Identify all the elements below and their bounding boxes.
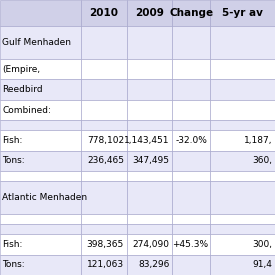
Text: Atlantic Menhaden: Atlantic Menhaden	[2, 193, 88, 202]
Bar	[210, 79, 275, 100]
Bar	[0, 120, 81, 130]
Bar	[81, 59, 126, 79]
Text: Combined:: Combined:	[2, 106, 51, 114]
Bar	[210, 255, 275, 275]
Bar	[210, 120, 275, 130]
Bar	[81, 234, 126, 255]
Bar	[0, 79, 81, 100]
Bar	[126, 171, 172, 181]
Text: Tons:: Tons:	[2, 260, 25, 269]
Bar	[126, 151, 172, 171]
Bar	[126, 0, 172, 26]
Bar	[0, 100, 81, 120]
Bar	[0, 26, 81, 59]
Text: Gulf Menhaden: Gulf Menhaden	[2, 38, 72, 47]
Bar	[0, 151, 81, 171]
Bar	[0, 181, 81, 214]
Bar	[210, 181, 275, 214]
Text: 778,102: 778,102	[87, 136, 124, 145]
Bar	[210, 214, 275, 224]
Bar	[210, 59, 275, 79]
Text: 1,187,: 1,187,	[244, 136, 273, 145]
Bar	[126, 120, 172, 130]
Text: Tons:: Tons:	[2, 156, 25, 166]
Bar	[81, 171, 126, 181]
Bar	[210, 130, 275, 151]
Bar	[172, 79, 210, 100]
Bar	[81, 181, 126, 214]
Bar	[81, 120, 126, 130]
Bar	[172, 181, 210, 214]
Bar	[81, 0, 126, 26]
Bar	[0, 59, 81, 79]
Bar	[126, 130, 172, 151]
Bar	[81, 214, 126, 224]
Bar	[210, 0, 275, 26]
Text: 121,063: 121,063	[87, 260, 124, 269]
Text: (Empire,: (Empire,	[2, 65, 41, 74]
Bar	[126, 100, 172, 120]
Bar	[0, 214, 81, 224]
Bar	[210, 100, 275, 120]
Text: 2010: 2010	[89, 8, 118, 18]
Bar	[172, 151, 210, 171]
Text: Fish:: Fish:	[2, 240, 23, 249]
Bar	[81, 130, 126, 151]
Text: -32.0%: -32.0%	[176, 136, 208, 145]
Text: 236,465: 236,465	[87, 156, 124, 166]
Bar	[81, 151, 126, 171]
Text: 360,: 360,	[252, 156, 273, 166]
Bar	[126, 59, 172, 79]
Bar	[210, 171, 275, 181]
Bar	[0, 234, 81, 255]
Bar	[0, 255, 81, 275]
Bar	[172, 224, 210, 234]
Bar	[81, 100, 126, 120]
Bar	[126, 181, 172, 214]
Bar	[172, 255, 210, 275]
Bar	[126, 79, 172, 100]
Bar	[0, 171, 81, 181]
Bar	[0, 224, 81, 234]
Bar	[126, 255, 172, 275]
Text: 83,296: 83,296	[138, 260, 169, 269]
Bar	[210, 26, 275, 59]
Bar	[0, 130, 81, 151]
Text: Fish:: Fish:	[2, 136, 23, 145]
Bar	[172, 120, 210, 130]
Bar	[81, 79, 126, 100]
Bar	[210, 234, 275, 255]
Bar	[81, 224, 126, 234]
Bar	[172, 100, 210, 120]
Text: 2009: 2009	[135, 8, 164, 18]
Bar	[81, 26, 126, 59]
Bar	[172, 171, 210, 181]
Text: 300,: 300,	[252, 240, 273, 249]
Bar	[81, 255, 126, 275]
Bar	[126, 224, 172, 234]
Text: Change: Change	[169, 8, 213, 18]
Text: 398,365: 398,365	[87, 240, 124, 249]
Bar	[172, 234, 210, 255]
Text: 274,090: 274,090	[132, 240, 169, 249]
Bar	[126, 234, 172, 255]
Bar	[172, 214, 210, 224]
Bar	[172, 0, 210, 26]
Text: 91,4: 91,4	[253, 260, 273, 269]
Bar	[126, 26, 172, 59]
Bar	[172, 59, 210, 79]
Text: 5-yr av: 5-yr av	[222, 8, 263, 18]
Bar	[0, 0, 81, 26]
Bar	[172, 130, 210, 151]
Bar	[172, 26, 210, 59]
Text: 347,495: 347,495	[132, 156, 169, 166]
Bar	[126, 214, 172, 224]
Text: Reedbird: Reedbird	[2, 85, 43, 94]
Bar	[210, 151, 275, 171]
Bar	[210, 224, 275, 234]
Text: +45.3%: +45.3%	[172, 240, 208, 249]
Text: 1,143,451: 1,143,451	[124, 136, 169, 145]
